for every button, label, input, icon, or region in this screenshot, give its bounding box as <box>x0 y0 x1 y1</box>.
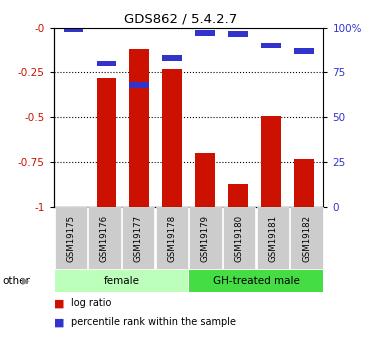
Bar <box>195 153 215 207</box>
Bar <box>97 78 116 207</box>
Text: GSM19181: GSM19181 <box>268 215 277 262</box>
Text: ▶: ▶ <box>22 276 29 286</box>
Bar <box>129 82 149 88</box>
Text: percentile rank within the sample: percentile rank within the sample <box>71 317 236 327</box>
Bar <box>261 116 281 207</box>
Text: GSM19179: GSM19179 <box>201 215 210 262</box>
Bar <box>261 43 281 48</box>
Bar <box>64 27 84 32</box>
Bar <box>162 56 182 61</box>
Bar <box>294 159 313 207</box>
Bar <box>162 69 182 207</box>
Bar <box>97 61 116 66</box>
Bar <box>129 49 149 207</box>
Bar <box>228 31 248 37</box>
Text: female: female <box>103 276 139 286</box>
Text: log ratio: log ratio <box>71 298 112 308</box>
Text: GSM19175: GSM19175 <box>66 215 75 262</box>
Text: GH-treated male: GH-treated male <box>213 276 300 286</box>
Text: GSM19182: GSM19182 <box>302 215 311 262</box>
Bar <box>195 30 215 36</box>
Text: GSM19176: GSM19176 <box>100 215 109 262</box>
Text: GSM19180: GSM19180 <box>235 215 244 262</box>
Text: ■: ■ <box>54 317 64 327</box>
Text: ■: ■ <box>54 298 64 308</box>
Bar <box>294 48 313 53</box>
Text: GSM19178: GSM19178 <box>167 215 176 262</box>
Text: GDS862 / 5.4.2.7: GDS862 / 5.4.2.7 <box>124 12 238 25</box>
Text: other: other <box>2 276 30 286</box>
Bar <box>228 184 248 207</box>
Text: GSM19177: GSM19177 <box>134 215 142 262</box>
